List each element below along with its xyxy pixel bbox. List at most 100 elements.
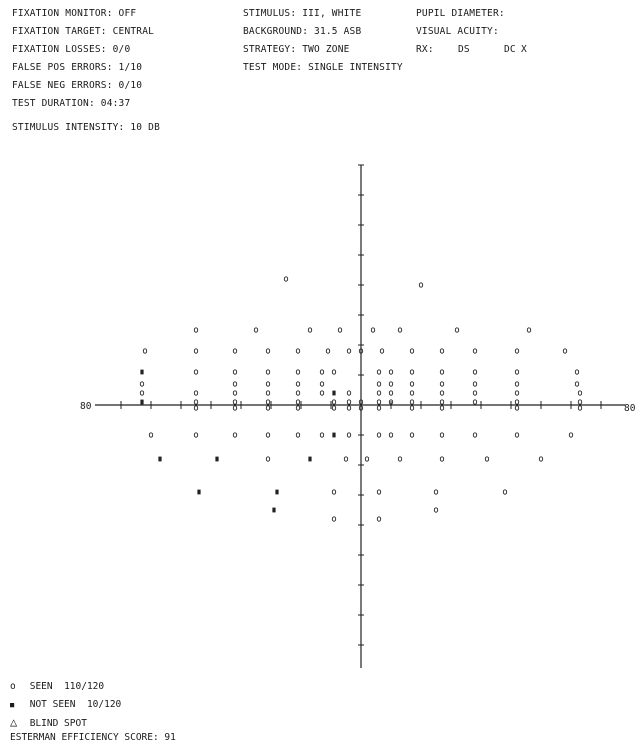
not-seen-point [140,399,144,405]
seen-point [514,399,520,405]
not-seen-symbol: ■ [10,701,15,709]
seen-point [319,432,325,438]
seen-point [514,432,520,438]
seen-point [193,369,199,375]
seen-point [439,432,445,438]
seen-point [319,369,325,375]
stimulus: STIMULUS: III, WHITE [243,8,362,19]
not-seen-label: NOT SEEN [29,699,76,710]
seen-point [388,399,394,405]
seen-point [331,516,337,522]
seen-point [409,390,415,396]
seen-point [358,405,364,411]
not-seen-point [140,369,144,375]
rx-x: X [521,44,527,55]
seen-point [514,348,520,354]
seen-point [265,369,271,375]
test-duration: TEST DURATION: 04:37 [12,98,131,109]
seen-point [472,390,478,396]
seen-point [376,390,382,396]
seen-point [379,348,385,354]
blind-spot-symbol: △ [10,715,18,729]
seen-point [538,456,544,462]
not-seen-point [275,489,279,495]
seen-point [232,399,238,405]
seen-point [574,369,580,375]
seen-point [409,381,415,387]
plot-axes [95,164,625,668]
seen-point [409,369,415,375]
seen-point [439,405,445,411]
seen-point [376,432,382,438]
legend-not-seen: ■ NOT SEEN 10/120 [10,699,121,710]
seen-point [433,507,439,513]
seen-point [376,516,382,522]
seen-point [265,390,271,396]
seen-point [319,381,325,387]
seen-point [232,381,238,387]
seen-point [265,381,271,387]
rx-ds: DS [458,44,470,55]
seen-point [253,327,259,333]
not-seen-point [158,456,162,462]
seen-point [265,432,271,438]
plot-marks [139,276,583,522]
seen-point [439,390,445,396]
seen-point [193,432,199,438]
seen-point [295,381,301,387]
seen-point [364,456,370,462]
seen-point [295,432,301,438]
axis-label-right: 80 [624,403,636,414]
stimulus-intensity: STIMULUS INTENSITY: 10 DB [12,122,160,133]
seen-point [232,405,238,411]
seen-point [307,327,313,333]
seen-point [265,399,271,405]
seen-point [346,399,352,405]
seen-point [577,405,583,411]
seen-point [343,456,349,462]
seen-point [433,489,439,495]
seen-point [376,405,382,411]
seen-point [331,399,337,405]
seen-point [337,327,343,333]
seen-point [388,432,394,438]
false-pos-errors: FALSE POS ERRORS: 1/10 [12,62,143,73]
seen-point [454,327,460,333]
seen-point [295,369,301,375]
seen-point [574,381,580,387]
legend-blind-spot: △ BLIND SPOT [10,715,87,729]
seen-point [409,405,415,411]
seen-point [562,348,568,354]
seen-point [193,390,199,396]
not-seen-point [197,489,201,495]
seen-point [346,348,352,354]
visual-acuity: VISUAL ACUITY: [416,26,499,37]
rx-label: RX: [416,44,434,55]
seen-point [439,381,445,387]
seen-point [502,489,508,495]
axis-label-left: 80 [80,401,92,412]
seen-point [358,399,364,405]
seen-point [295,399,301,405]
test-mode: TEST MODE: SINGLE INTENSITY [243,62,403,73]
seen-point [370,327,376,333]
seen-point [376,399,382,405]
seen-point [331,489,337,495]
seen-point [397,327,403,333]
seen-point [346,432,352,438]
seen-point [376,369,382,375]
seen-label: SEEN [29,681,53,692]
background: BACKGROUND: 31.5 ASB [243,26,362,37]
seen-point [568,432,574,438]
seen-point [397,456,403,462]
seen-point [577,399,583,405]
seen-point [376,489,382,495]
seen-point [346,390,352,396]
seen-point [439,348,445,354]
seen-point [409,348,415,354]
seen-point [358,348,364,354]
seen-point [295,348,301,354]
seen-point [265,348,271,354]
seen-point [193,399,199,405]
